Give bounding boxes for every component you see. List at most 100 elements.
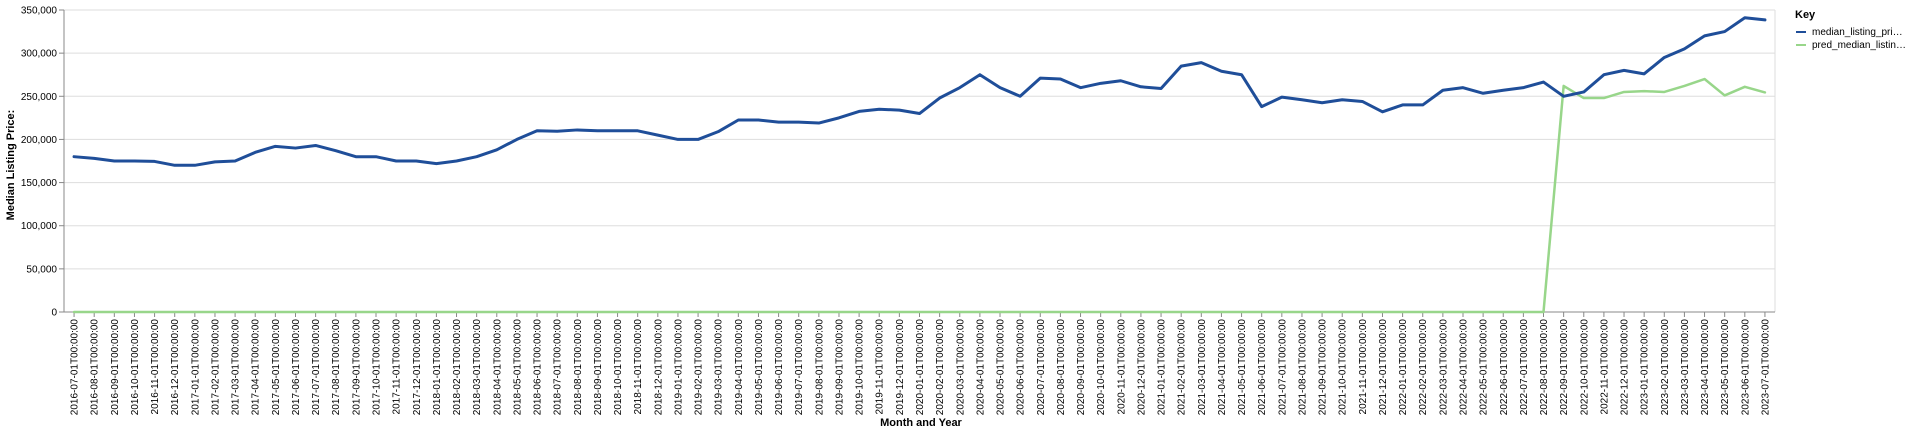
x-tick-label: 2021-05-01T00:00:00 (1237, 319, 1248, 416)
x-tick-label: 2023-07-01T00:00:00 (1760, 319, 1771, 416)
x-tick-label: 2020-07-01T00:00:00 (1036, 319, 1047, 416)
x-tick-label: 2019-04-01T00:00:00 (734, 319, 745, 416)
legend-label-pred: pred_median_listin… (1812, 40, 1906, 51)
x-tick-label: 2020-03-01T00:00:00 (955, 319, 966, 416)
y-tick-label: 100,000 (21, 221, 58, 232)
x-tick-label: 2017-08-01T00:00:00 (331, 319, 342, 416)
x-tick-label: 2017-06-01T00:00:00 (291, 319, 302, 416)
x-tick-label: 2018-05-01T00:00:00 (512, 319, 523, 416)
x-tick-label: 2021-03-01T00:00:00 (1197, 319, 1208, 416)
x-tick-label: 2018-02-01T00:00:00 (452, 319, 463, 416)
series-line-median (72, 16, 1767, 167)
x-tick-label: 2019-06-01T00:00:00 (774, 319, 785, 416)
x-tick-label: 2021-07-01T00:00:00 (1277, 319, 1288, 416)
legend-title: Key (1795, 9, 1816, 21)
x-tick-label: 2018-12-01T00:00:00 (653, 319, 664, 416)
legend-item-median: median_listing_pri… (1796, 27, 1903, 38)
x-tick-label: 2018-06-01T00:00:00 (533, 319, 544, 416)
legend-item-pred: pred_median_listin… (1796, 40, 1906, 51)
x-tick-label: 2021-02-01T00:00:00 (1177, 319, 1188, 416)
x-tick-label: 2022-04-01T00:00:00 (1458, 319, 1469, 416)
x-tick-label: 2020-11-01T00:00:00 (1116, 319, 1127, 415)
x-tick-label: 2018-01-01T00:00:00 (432, 319, 443, 416)
x-tick-label: 2021-08-01T00:00:00 (1297, 319, 1308, 416)
x-tick-label: 2023-02-01T00:00:00 (1660, 319, 1671, 416)
x-tick-label: 2021-04-01T00:00:00 (1217, 319, 1228, 416)
x-tick-label: 2020-06-01T00:00:00 (1016, 319, 1027, 416)
x-tick-label: 2021-06-01T00:00:00 (1257, 319, 1268, 416)
x-tick-label: 2016-10-01T00:00:00 (130, 319, 141, 416)
x-tick-label: 2023-05-01T00:00:00 (1720, 319, 1731, 416)
x-tick-label: 2020-04-01T00:00:00 (975, 319, 986, 416)
x-tick-label: 2017-11-01T00:00:00 (392, 319, 403, 415)
series-layer (72, 16, 1767, 314)
x-tick-label: 2018-03-01T00:00:00 (472, 319, 483, 416)
x-tick-label: 2016-08-01T00:00:00 (90, 319, 101, 416)
x-tick-label: 2020-10-01T00:00:00 (1096, 319, 1107, 416)
x-tick-label: 2018-08-01T00:00:00 (573, 319, 584, 416)
x-tick-label: 2021-09-01T00:00:00 (1318, 319, 1329, 416)
x-tick-label: 2017-05-01T00:00:00 (271, 319, 282, 416)
x-tick-label: 2019-02-01T00:00:00 (694, 319, 705, 416)
y-tick-label: 350,000 (21, 6, 58, 17)
x-tick-label: 2018-11-01T00:00:00 (633, 319, 644, 415)
x-tick-label: 2021-10-01T00:00:00 (1338, 319, 1349, 416)
x-tick-label: 2018-09-01T00:00:00 (593, 319, 604, 416)
series-line-pred (72, 77, 1767, 314)
x-tick-label: 2019-10-01T00:00:00 (855, 319, 866, 416)
x-tick-label: 2022-11-01T00:00:00 (1599, 319, 1610, 415)
x-tick-label: 2022-09-01T00:00:00 (1559, 319, 1570, 416)
x-tick-label: 2016-12-01T00:00:00 (170, 319, 181, 416)
x-tick-label: 2023-06-01T00:00:00 (1740, 319, 1751, 416)
x-tick-label: 2018-07-01T00:00:00 (553, 319, 564, 416)
y-tick-label: 150,000 (21, 178, 58, 189)
x-tick-label: 2022-05-01T00:00:00 (1479, 319, 1490, 416)
y-tick-label: 300,000 (21, 49, 58, 60)
x-tick-label: 2016-11-01T00:00:00 (150, 319, 161, 415)
x-tick-label: 2019-03-01T00:00:00 (714, 319, 725, 416)
x-tick-label: 2022-02-01T00:00:00 (1418, 319, 1429, 416)
x-tick-label: 2022-08-01T00:00:00 (1539, 319, 1550, 416)
x-tick-label: 2017-07-01T00:00:00 (311, 319, 322, 416)
x-tick-label: 2020-02-01T00:00:00 (935, 319, 946, 416)
x-tick-label: 2022-06-01T00:00:00 (1499, 319, 1510, 416)
x-tick-label: 2023-03-01T00:00:00 (1680, 319, 1691, 416)
x-tick-label: 2019-08-01T00:00:00 (814, 319, 825, 416)
x-tick-label: 2023-01-01T00:00:00 (1640, 319, 1651, 416)
x-tick-label: 2018-04-01T00:00:00 (492, 319, 503, 416)
y-axis-title: Median Listing Price: (5, 110, 17, 221)
x-tick-label: 2017-02-01T00:00:00 (210, 319, 221, 416)
legend: Key median_listing_pri… pred_median_list… (1795, 9, 1906, 51)
x-tick-label: 2019-11-01T00:00:00 (875, 319, 886, 415)
x-tick-label: 2017-01-01T00:00:00 (190, 319, 201, 416)
x-tick-label: 2016-07-01T00:00:00 (70, 319, 81, 416)
y-tick-label: 0 (51, 308, 57, 319)
x-tick-label: 2019-01-01T00:00:00 (673, 319, 684, 416)
x-tick-label: 2022-12-01T00:00:00 (1620, 319, 1631, 416)
x-tick-label: 2017-10-01T00:00:00 (372, 319, 383, 416)
x-tick-label: 2020-01-01T00:00:00 (915, 319, 926, 416)
x-tick-label: 2019-05-01T00:00:00 (754, 319, 765, 416)
y-tick-label: 250,000 (21, 92, 58, 103)
x-tick-label: 2019-12-01T00:00:00 (895, 319, 906, 416)
x-axis-ticks: 2016-07-01T00:00:00 2016-08-01T00:00:00 20… (70, 312, 1771, 416)
x-tick-label: 2017-12-01T00:00:00 (412, 319, 423, 416)
x-tick-label: 2020-12-01T00:00:00 (1136, 319, 1147, 416)
x-tick-label: 2021-12-01T00:00:00 (1378, 319, 1389, 416)
x-tick-label: 2017-03-01T00:00:00 (231, 319, 242, 416)
x-axis-title: Month and Year (880, 417, 962, 429)
x-tick-label: 2021-11-01T00:00:00 (1358, 319, 1369, 415)
x-tick-label: 2022-01-01T00:00:00 (1398, 319, 1409, 416)
y-tick-label: 200,000 (21, 135, 58, 146)
y-axis: 0 50,000 100,000 150,000 200,000 250,000 300,0… (21, 6, 65, 319)
x-tick-label: 2020-05-01T00:00:00 (996, 319, 1007, 416)
x-tick-label: 2022-03-01T00:00:00 (1438, 319, 1449, 416)
legend-label-median: median_listing_pri… (1812, 27, 1903, 38)
x-tick-label: 2019-09-01T00:00:00 (834, 319, 845, 416)
x-tick-label: 2022-10-01T00:00:00 (1579, 319, 1590, 416)
x-tick-label: 2020-09-01T00:00:00 (1076, 319, 1087, 416)
x-tick-label: 2023-04-01T00:00:00 (1700, 319, 1711, 416)
x-tick-label: 2019-07-01T00:00:00 (794, 319, 805, 416)
